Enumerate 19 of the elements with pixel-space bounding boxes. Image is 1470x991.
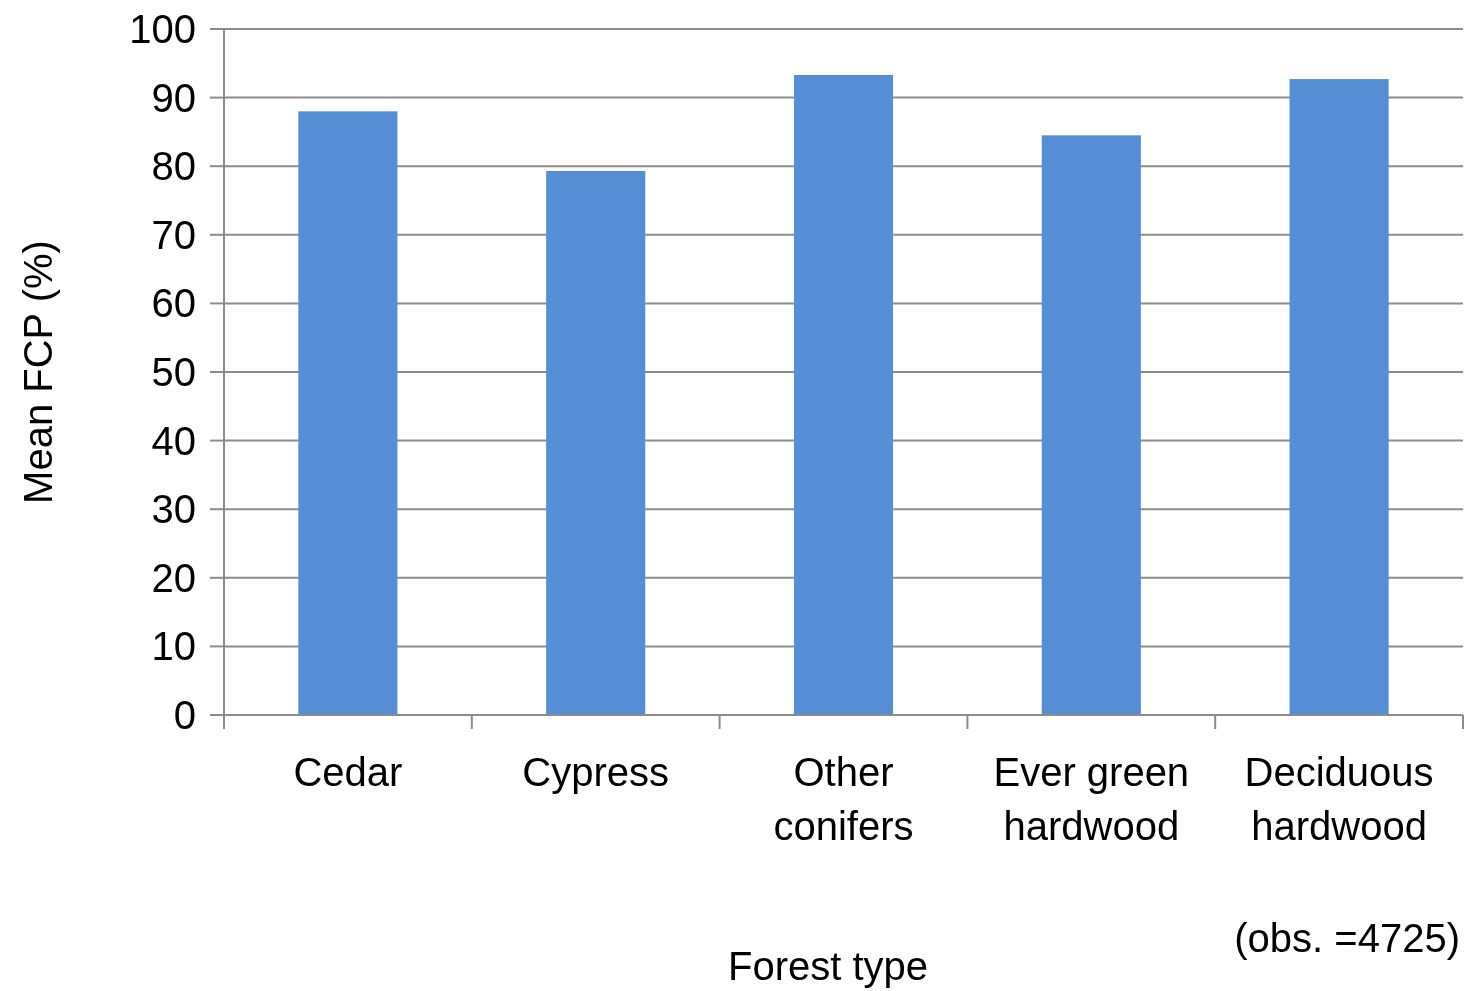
y-tick-label: 100: [129, 7, 196, 51]
y-tick-label: 80: [151, 144, 196, 189]
y-tick-label: 90: [151, 75, 196, 120]
y-axis-title: Mean FCP (%): [16, 240, 60, 504]
y-tick-label: 70: [151, 212, 196, 257]
y-tick-label: 40: [151, 418, 196, 463]
y-tick-label: 50: [151, 350, 196, 394]
text: (obs. =4725): [1234, 916, 1460, 960]
x-tick-label: Cedar: [293, 750, 403, 794]
y-tick-label: 10: [151, 624, 196, 669]
x-tick-label: Cypress: [522, 750, 670, 794]
x-tick-label: Deciduous hardwood: [1244, 750, 1434, 848]
y-tick-label: 30: [151, 487, 196, 532]
x-tick-label: Other conifers: [773, 750, 914, 848]
y-tick-label: 60: [151, 281, 196, 326]
y-tick-label: 20: [151, 555, 196, 600]
y-tick-label: 0: [173, 693, 196, 737]
x-axis-title: Forest type: [727, 944, 929, 988]
x-tick-label: Ever green hardwood: [993, 750, 1190, 848]
